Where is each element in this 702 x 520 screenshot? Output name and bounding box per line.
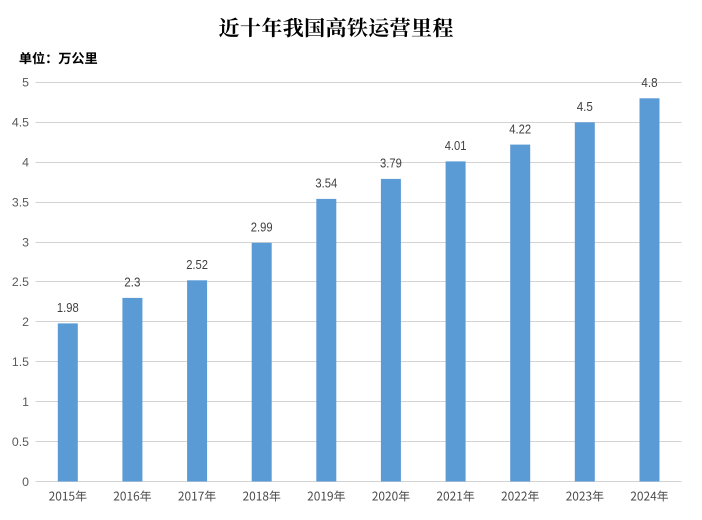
svg-text:1.98: 1.98 [57, 300, 79, 315]
svg-text:4.5: 4.5 [577, 99, 593, 114]
svg-text:2.5: 2.5 [12, 275, 29, 289]
svg-text:4.22: 4.22 [509, 121, 531, 136]
svg-text:2.3: 2.3 [124, 275, 140, 290]
svg-text:3.5: 3.5 [12, 195, 29, 209]
svg-text:0: 0 [22, 475, 29, 489]
svg-text:4.5: 4.5 [12, 116, 29, 130]
svg-text:1: 1 [22, 395, 29, 409]
svg-text:2.52: 2.52 [186, 257, 208, 272]
svg-text:4.01: 4.01 [445, 138, 467, 153]
svg-text:2: 2 [22, 315, 29, 329]
svg-text:1.5: 1.5 [12, 355, 29, 369]
svg-text:3: 3 [22, 235, 29, 249]
svg-text:3.79: 3.79 [380, 156, 402, 171]
svg-text:5: 5 [22, 76, 29, 90]
svg-text:4.8: 4.8 [641, 75, 657, 90]
svg-text:2.99: 2.99 [251, 220, 273, 235]
svg-text:0.5: 0.5 [12, 435, 29, 449]
svg-text:3.54: 3.54 [315, 176, 337, 191]
svg-text:4: 4 [22, 156, 29, 170]
